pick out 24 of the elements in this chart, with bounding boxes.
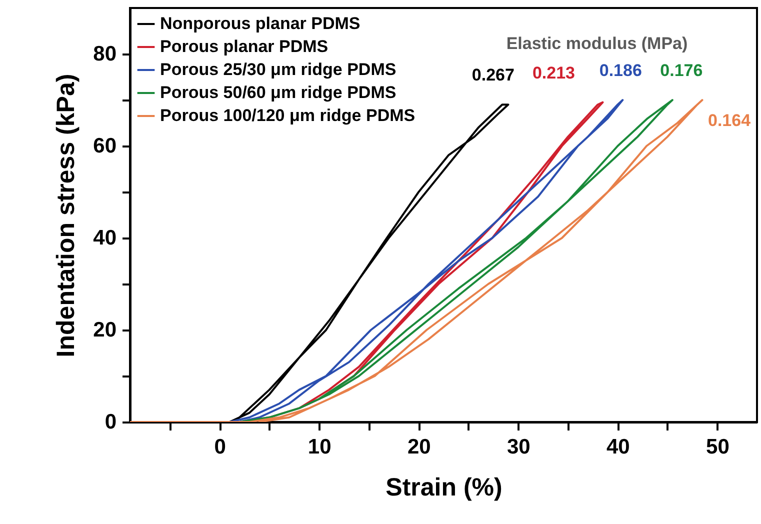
x-tick-label: 20 <box>407 436 431 458</box>
y-tick-label: 20 <box>93 318 116 342</box>
x-tick-label: 40 <box>606 436 630 458</box>
y-tick-label: 80 <box>93 42 116 66</box>
annotation: 0.267 <box>472 66 514 85</box>
x-tick-label: 0 <box>214 436 226 458</box>
y-tick-label: 40 <box>93 226 116 250</box>
annotation: 0.213 <box>532 63 576 82</box>
legend-label: Porous 100/120 μm ridge PDMS <box>160 106 416 125</box>
y-tick-label: 60 <box>93 134 116 158</box>
x-tick-label: 10 <box>308 436 332 458</box>
annotation: Elastic modulus (MPa) <box>506 34 688 53</box>
x-axis-title: Strain (%) <box>386 474 502 502</box>
y-axis-title: Indentation stress (kPa) <box>52 74 80 358</box>
legend-label: Porous 25/30 μm ridge PDMS <box>160 60 396 79</box>
legend-label: Nonporous planar PDMS <box>160 14 360 33</box>
y-tick-label: 0 <box>104 410 116 434</box>
x-tick-label: 30 <box>506 436 530 458</box>
annotation: 0.164 <box>708 111 752 130</box>
x-tick-label: 50 <box>706 436 730 458</box>
annotation: 0.176 <box>660 61 703 80</box>
legend-label: Porous planar PDMS <box>160 37 328 56</box>
annotation: 0.186 <box>599 61 642 80</box>
legend-label: Porous 50/60 μm ridge PDMS <box>160 83 396 102</box>
